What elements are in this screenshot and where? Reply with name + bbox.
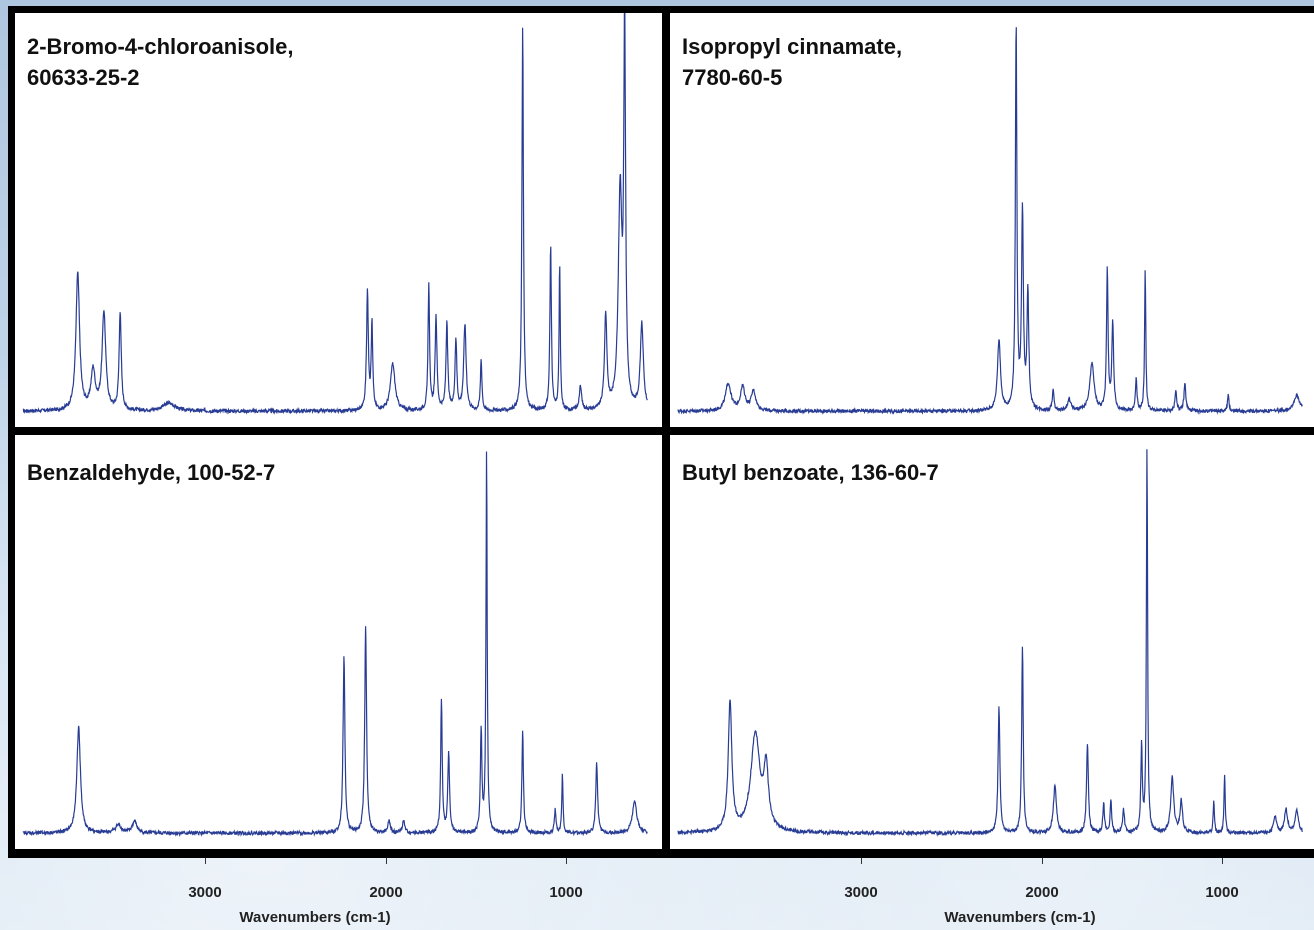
panel-title-line1: 2-Bromo-4-chloroanisole, <box>27 34 294 59</box>
x-tick-mark <box>386 858 387 864</box>
spectrum-panel-3: Benzaldehyde, 100-52-7 <box>15 435 662 849</box>
spectrum-line <box>22 451 648 838</box>
panel-title-line2: 7780-60-5 <box>682 65 783 90</box>
x-tick-mark <box>1042 858 1043 864</box>
x-tick-mark <box>205 858 206 864</box>
spectrum-plot-4 <box>677 449 1303 837</box>
x-tick-label: 2000 <box>1025 884 1059 901</box>
x-tick-mark <box>566 858 567 864</box>
panel-title-line1: Isopropyl cinnamate, <box>682 34 903 59</box>
spectrum-line <box>677 27 1303 415</box>
spectrum-plot-1 <box>22 13 648 415</box>
spectrum-panel-4: Butyl benzoate, 136-60-7 <box>670 435 1314 849</box>
panel-title: Butyl benzoate, 136-60-7 <box>682 457 939 488</box>
x-tick-label: 1000 <box>1205 884 1239 901</box>
x-tick-label: 3000 <box>844 884 878 901</box>
spectrum-plot-3 <box>22 451 648 838</box>
spectrum-line <box>22 13 648 415</box>
panel-title: Isopropyl cinnamate, 7780-60-5 <box>682 31 902 93</box>
panel-title: 2-Bromo-4-chloroanisole, 60633-25-2 <box>27 31 293 93</box>
spectrum-plot-2 <box>677 27 1303 415</box>
x-tick-mark <box>1222 858 1223 864</box>
x-tick-label: 3000 <box>188 884 222 901</box>
spectrum-panel-1: 2-Bromo-4-chloroanisole, 60633-25-2 <box>15 13 662 427</box>
panel-title-line1: Benzaldehyde, 100-52-7 <box>27 460 276 485</box>
panel-title: Benzaldehyde, 100-52-7 <box>27 457 275 488</box>
spectrum-panel-2: Isopropyl cinnamate, 7780-60-5 <box>670 13 1314 427</box>
panel-title-line2: 60633-25-2 <box>27 65 140 90</box>
x-tick-label: 1000 <box>549 884 583 901</box>
panel-title-line1: Butyl benzoate, 136-60-7 <box>682 460 939 485</box>
x-tick-mark <box>861 858 862 864</box>
spectrum-line <box>677 449 1303 837</box>
x-tick-label: 2000 <box>369 884 403 901</box>
x-axis-label: Wavenumbers (cm-1) <box>239 909 391 926</box>
x-axis-label: Wavenumbers (cm-1) <box>944 909 1096 926</box>
